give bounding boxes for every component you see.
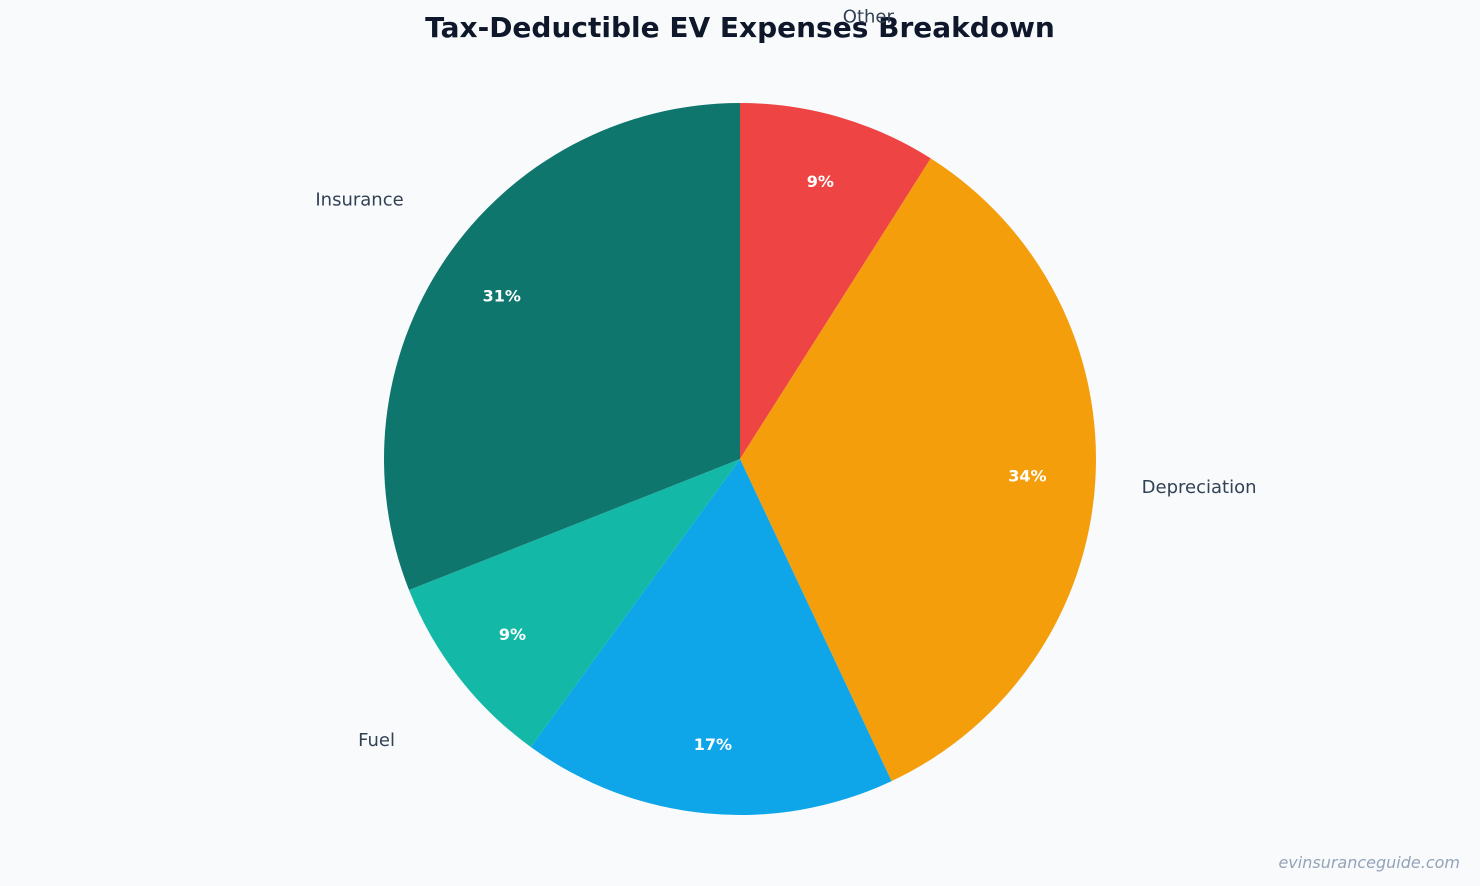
slice-percent-label-insurance: 31% xyxy=(483,287,521,306)
slice-category-label-depreciation: Depreciation xyxy=(1142,477,1257,498)
slice-category-label-insurance: Insurance xyxy=(315,189,403,210)
pie-slice-other xyxy=(740,103,931,459)
pie-slices xyxy=(383,103,1097,816)
slice-category-label-fuel: Fuel xyxy=(358,730,395,751)
percent-labels: 9% 34% 17% 9% 31% xyxy=(483,172,1047,754)
slice-percent-label-other: 9% xyxy=(807,172,834,191)
category-labels: OtherDepreciationMaintenanceFuelInsuranc… xyxy=(315,6,1257,751)
chart-title: Tax-Deductible EV Expenses Breakdown xyxy=(425,11,1055,44)
pie-slice-insurance xyxy=(383,103,740,591)
slice-percent-label-depreciation: 34% xyxy=(1008,467,1046,486)
slice-category-label-other: Other xyxy=(843,6,895,27)
slice-percent-label-fuel: 9% xyxy=(499,625,526,644)
pie-slice-maintenance xyxy=(530,459,892,816)
pie-slice-depreciation xyxy=(740,158,1097,782)
pie-slice-fuel xyxy=(408,459,740,748)
watermark: evinsuranceguide.com xyxy=(1278,853,1460,872)
slice-percent-label-maintenance: 17% xyxy=(694,735,732,754)
